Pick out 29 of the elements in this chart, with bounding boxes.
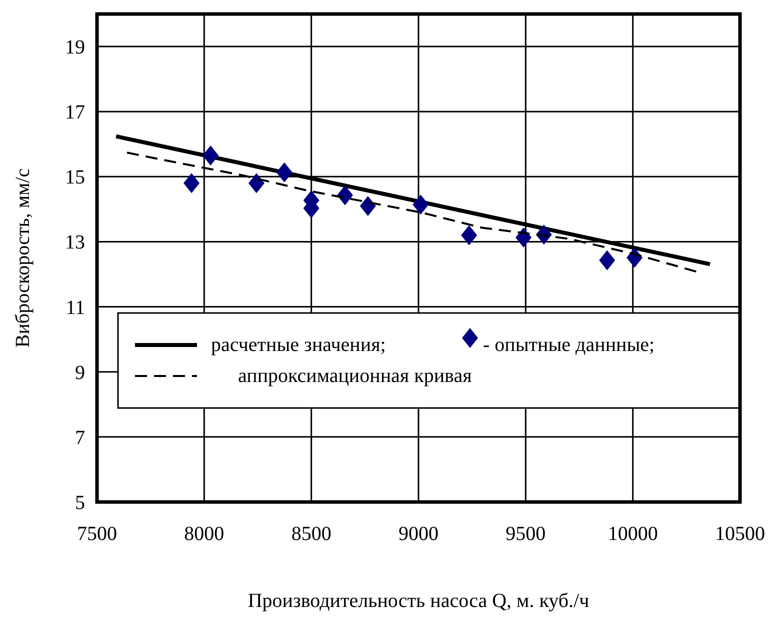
- y-axis-title: Виброскорость, мм/с: [12, 168, 34, 348]
- point: [248, 173, 264, 194]
- x-tick-label: 10000: [608, 523, 658, 545]
- point: [412, 194, 429, 215]
- point: [360, 196, 376, 216]
- y-tick-label: 7: [75, 426, 85, 449]
- legend-label: аппроксимационная кривая: [238, 365, 472, 387]
- point: [184, 173, 200, 194]
- x-tick-label: 8500: [291, 523, 332, 545]
- x-tick-label: 9500: [506, 523, 546, 545]
- point: [276, 162, 292, 182]
- point: [336, 185, 353, 206]
- legend-label: расчетные значения;: [211, 334, 386, 356]
- legend-label: - опытные даннные;: [483, 334, 655, 356]
- x-tick-label: 7500: [77, 523, 117, 545]
- x-tick-label: 9000: [398, 523, 438, 545]
- x-tick-label: 10500: [715, 523, 765, 545]
- y-tick-label: 19: [65, 36, 85, 59]
- y-tick-label: 11: [66, 296, 85, 319]
- x-tick-label: 8000: [184, 523, 224, 545]
- y-tick-label: 17: [65, 102, 85, 124]
- y-tick-label: 9: [75, 362, 85, 384]
- point: [461, 225, 478, 246]
- point: [202, 146, 219, 166]
- y-tick-label: 13: [65, 232, 85, 254]
- y-tick-label: 5: [75, 492, 85, 514]
- point: [599, 250, 616, 270]
- x-axis-title: Производительность насоса Q, м. куб./ч: [248, 590, 590, 612]
- y-tick-label: 15: [65, 166, 85, 189]
